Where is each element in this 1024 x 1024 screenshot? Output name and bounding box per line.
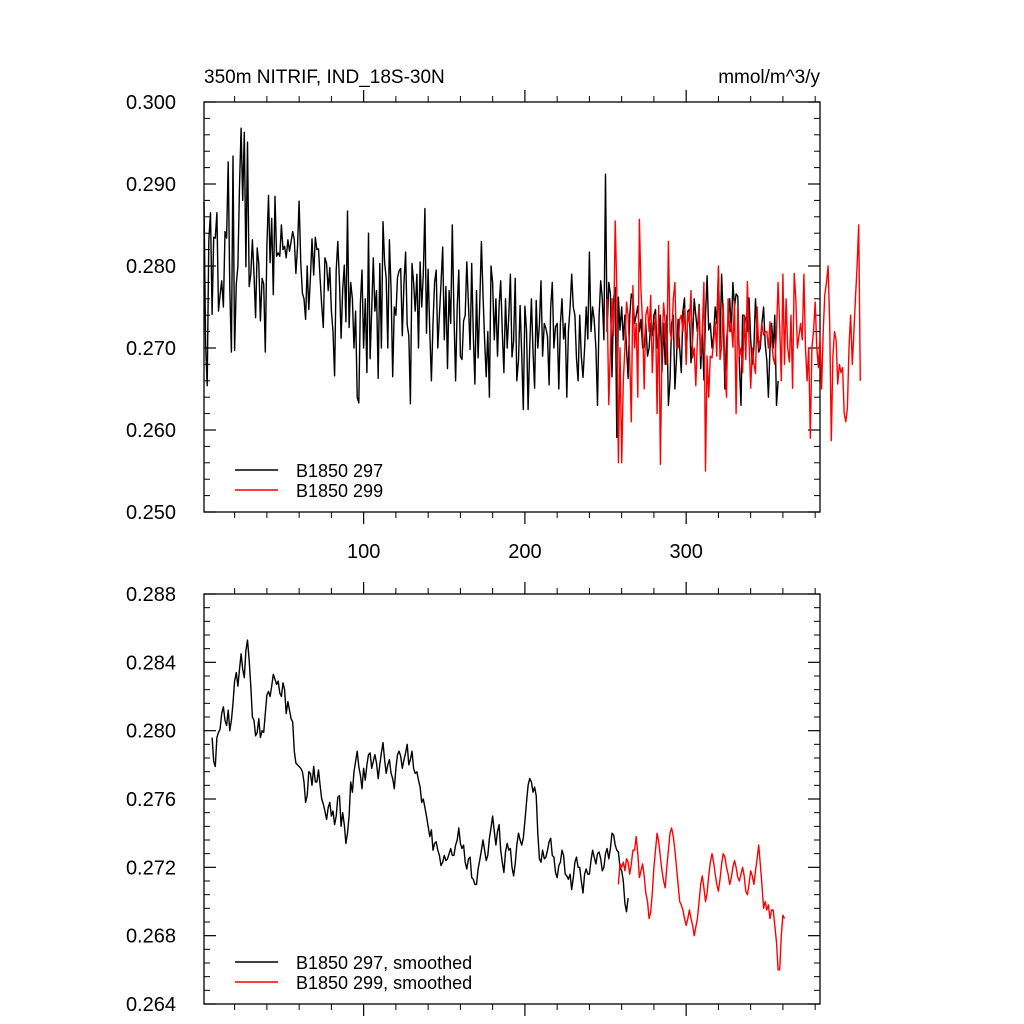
bottom-y-tick-label: 0.288: [126, 584, 176, 606]
bottom-y-tick-label: 0.276: [126, 789, 176, 811]
bottom-legend-label-297: B1850 297, smoothed: [296, 953, 472, 973]
bottom-ticks: [204, 582, 820, 1016]
top-legend: B1850 297 B1850 299: [235, 461, 383, 501]
top-plot-frame: [203, 101, 821, 513]
chart-units: mmol/m^3/y: [718, 67, 820, 88]
bottom-legend-label-299: B1850 299, smoothed: [296, 973, 472, 993]
top-x-tick-label: 100: [347, 541, 380, 563]
bottom-series-lines: [211, 639, 786, 971]
bottom-panel: 0.264 0.268 0.272 0.276 0.280 0.284 0.288 B185…: [126, 582, 821, 1016]
top-y-tick-label: 0.300: [126, 92, 176, 114]
top-x-tick-label: 300: [669, 541, 702, 563]
bottom-y-tick-label: 0.272: [126, 857, 176, 879]
top-series-line-b1850-299: [606, 218, 861, 472]
top-x-tick-labels: 100 200 300: [347, 541, 703, 563]
bottom-series-line-b1850-297-smoothed: [211, 639, 629, 913]
top-y-tick-labels: 0.250 0.260 0.270 0.280 0.290 0.300: [126, 92, 176, 524]
top-panel: 0.250 0.260 0.270 0.280 0.290 0.300 100 200 300…: [126, 90, 861, 563]
bottom-y-tick-labels: 0.264 0.268 0.272 0.276 0.280 0.284 0.288: [126, 584, 176, 1016]
top-legend-label-299: B1850 299: [296, 481, 383, 501]
top-legend-label-297: B1850 297: [296, 461, 383, 481]
bottom-y-tick-label: 0.268: [126, 926, 176, 948]
top-y-tick-label: 0.270: [126, 338, 176, 360]
top-y-tick-label: 0.290: [126, 174, 176, 196]
top-y-tick-label: 0.280: [126, 256, 176, 278]
bottom-series-line-b1850-299-smoothed: [617, 827, 786, 971]
top-y-tick-label: 0.260: [126, 420, 176, 442]
bottom-y-tick-label: 0.284: [126, 652, 176, 674]
chart-title: 350m NITRIF, IND_18S-30N: [204, 67, 445, 88]
bottom-y-tick-label: 0.280: [126, 721, 176, 743]
top-ticks: [204, 90, 820, 524]
top-x-tick-label: 200: [508, 541, 541, 563]
top-series-lines: [203, 127, 861, 472]
bottom-y-tick-label: 0.264: [126, 994, 176, 1016]
bottom-legend: B1850 297, smoothed B1850 299, smoothed: [235, 953, 472, 993]
top-y-tick-label: 0.250: [126, 502, 176, 524]
